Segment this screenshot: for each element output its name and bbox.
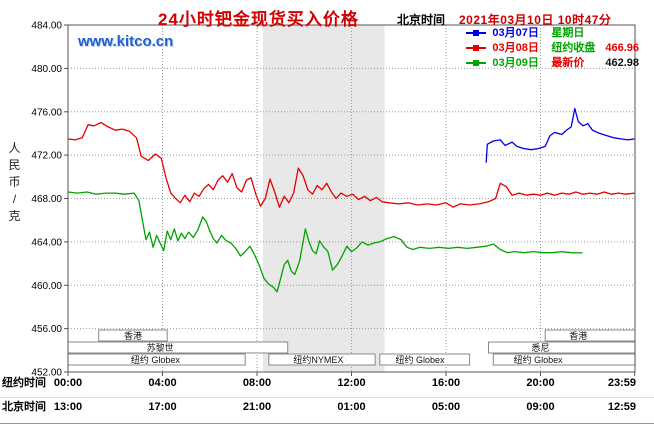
legend-row: 03月08日 纽约收盘 466.96 — [466, 41, 641, 56]
x-tick-label: 13:00 — [54, 401, 82, 413]
axis-row-label: 北京时间 — [2, 399, 46, 413]
y-tick-label: 472.00 — [31, 151, 62, 162]
legend-line-marker-icon — [466, 30, 487, 37]
y-tick-label: 464.00 — [31, 237, 62, 248]
y-tick-label: 476.00 — [31, 107, 62, 118]
y-tick-label: 452.00 — [31, 368, 62, 379]
legend-row: 03月07日 星期日 — [466, 26, 641, 41]
chart-title: 24小时钯金现货买入价格 — [158, 10, 359, 29]
session-label: 纽约 Globex — [514, 354, 564, 365]
y-axis-title-char: 克 — [8, 209, 21, 223]
legend-text: 03月08日 — [492, 42, 539, 54]
legend-text: 462.98 — [605, 57, 639, 69]
x-tick-label: 12:59 — [608, 401, 636, 413]
session-box — [488, 341, 636, 354]
y-tick-label: 456.00 — [31, 324, 62, 335]
x-tick-label: 12:00 — [337, 377, 365, 389]
y-axis-title-char: 民 — [8, 158, 21, 172]
y-axis-title: 人民币 / 克 — [7, 140, 22, 225]
session-box — [67, 341, 289, 354]
session-label: 纽约 Globex — [395, 354, 445, 365]
x-tick-label: 04:00 — [148, 377, 176, 389]
legend-line-marker-icon — [466, 45, 487, 52]
session-box — [98, 329, 168, 342]
y-axis-title-char: 人 — [8, 141, 21, 155]
session-box — [544, 329, 636, 342]
series-line-mar07 — [485, 107, 635, 163]
session-label: 苏黎世 — [147, 342, 174, 353]
y-axis-title-char: 币 — [8, 175, 21, 189]
x-tick-label: 17:00 — [148, 401, 176, 413]
beijing-time-label: 北京时间 — [397, 13, 446, 27]
legend-text: 03月09日 — [492, 57, 539, 69]
legend-text: 星期日 — [551, 27, 585, 39]
legend-text: 纽约收盘 — [551, 42, 596, 54]
y-axis-title-char: / — [12, 192, 17, 206]
legend-text: 03月07日 — [492, 27, 539, 39]
x-tick-label: 00:00 — [54, 377, 82, 389]
session-label: 香港 — [569, 330, 587, 341]
y-tick-label: 468.00 — [31, 194, 62, 205]
y-tick-label: 484.00 — [31, 21, 62, 32]
datetime-value: 2021年03月10日 10时47分 — [459, 13, 612, 27]
y-tick-label: 460.00 — [31, 281, 62, 292]
x-tick-label: 20:00 — [526, 377, 554, 389]
session-label: 香港 — [124, 330, 142, 341]
series-line-mar09 — [67, 191, 583, 293]
y-tick-label: 480.00 — [31, 64, 62, 75]
legend-text: 466.96 — [605, 42, 639, 54]
series-line-mar08 — [67, 121, 635, 208]
legend-text: 最新价 — [551, 57, 585, 69]
x-tick-label: 21:00 — [243, 401, 271, 413]
x-tick-label: 16:00 — [432, 377, 460, 389]
session-box — [379, 353, 471, 366]
x-tick-label: 01:00 — [337, 401, 365, 413]
legend: 03月07日 星期日 03月08日 纽约收盘 466.96 03月09日 最新价 462.98 — [466, 26, 641, 71]
x-tick-label: 08:00 — [243, 377, 271, 389]
x-tick-label: 05:00 — [432, 401, 460, 413]
legend-line-marker-icon — [466, 60, 487, 67]
x-tick-label: 09:00 — [526, 401, 554, 413]
legend-row: 03月09日 最新价 462.98 — [466, 56, 641, 71]
kitco-watermark: www.kitco.cn — [78, 33, 174, 50]
session-box — [268, 353, 376, 366]
axis-row-label: 纽约时间 — [2, 375, 46, 389]
x-tick-label: 23:59 — [608, 377, 636, 389]
session-label: 纽约 Globex — [131, 354, 181, 365]
session-label: 悉尼 — [531, 342, 549, 353]
session-label: 纽约NYMEX — [293, 354, 343, 365]
